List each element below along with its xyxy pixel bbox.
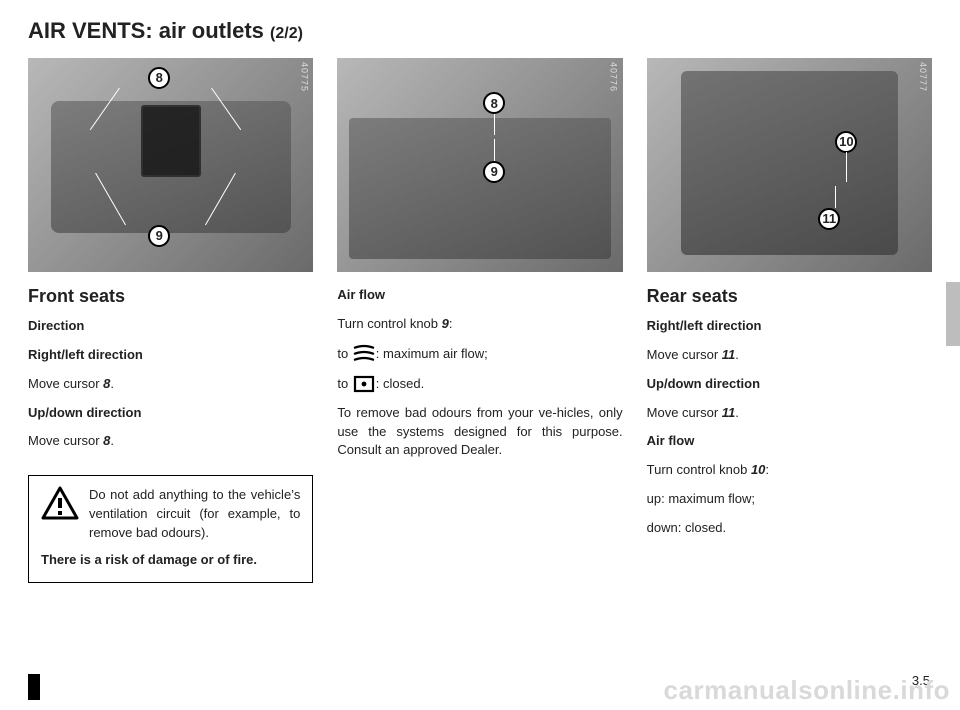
t: Move cursor [647, 347, 722, 362]
text-up-max: up: maximum flow; [647, 490, 932, 509]
callout-line [835, 186, 836, 207]
title-main: AIR VENTS: air outlets [28, 18, 270, 43]
image-number: 40776 [609, 62, 619, 92]
callout-line [846, 152, 847, 182]
center-screen-shape [141, 105, 201, 177]
t: Turn control knob [647, 462, 751, 477]
label-rl-direction: Right/left direction [28, 347, 143, 362]
side-tab [946, 282, 960, 346]
t: to [337, 346, 351, 361]
t: . [110, 376, 114, 391]
t: . [110, 433, 114, 448]
text-turn-knob-9: Turn control knob 9: [337, 315, 622, 334]
image-number: 40775 [299, 62, 309, 92]
t: : [449, 316, 453, 331]
ref-9: 9 [442, 316, 449, 331]
t: Move cursor [647, 405, 722, 420]
label-ud-direction: Up/down direction [647, 376, 760, 391]
airflow-closed-icon [352, 374, 376, 394]
label-ud-direction: Up/down direction [28, 405, 141, 420]
t: Move cursor [28, 376, 103, 391]
t: to [337, 376, 351, 391]
ref-11: 11 [722, 347, 736, 362]
text-closed: to : closed. [337, 374, 622, 394]
text-odours: To remove bad odours from your ve-hicles… [337, 404, 622, 461]
callout-8: 8 [148, 67, 170, 89]
warning-box: Do not add anything to the vehicle’s ven… [28, 475, 313, 582]
callout-line [494, 114, 495, 135]
text-max-flow: to : maximum air flow; [337, 344, 622, 364]
footer-mark [28, 674, 40, 700]
callout-line [494, 139, 495, 160]
text-move-cursor-11b: Move cursor 11. [647, 404, 932, 423]
text-down-closed: down: closed. [647, 519, 932, 538]
t: : closed. [376, 376, 424, 391]
t: . [735, 405, 739, 420]
figure-front-seats: 40775 8 9 [28, 58, 313, 272]
page-title: AIR VENTS: air outlets (2/2) [28, 18, 932, 44]
col-left: 40775 8 9 Front seats Direction Right/le… [28, 58, 313, 583]
t: : maximum air flow; [376, 346, 488, 361]
text-move-cursor-8b: Move cursor 8. [28, 432, 313, 451]
image-number: 40777 [918, 62, 928, 92]
figure-rear-seats: 40777 10 11 [647, 58, 932, 272]
ref-10: 10 [751, 462, 765, 477]
figure-side-vent: 40776 8 9 [337, 58, 622, 272]
text-move-cursor-11a: Move cursor 11. [647, 346, 932, 365]
columns: 40775 8 9 Front seats Direction Right/le… [28, 58, 932, 583]
warning-strong: There is a risk of damage or of fire. [41, 551, 300, 570]
warning-triangle-icon [41, 486, 79, 520]
t: Turn control knob [337, 316, 441, 331]
heading-front-seats: Front seats [28, 286, 313, 307]
callout-9: 9 [483, 161, 505, 183]
col-middle: 40776 8 9 Air flow Turn control knob 9 : … [337, 58, 622, 583]
label-rl-direction: Right/left direction [647, 318, 762, 333]
heading-rear-seats: Rear seats [647, 286, 932, 307]
text-turn-knob-10: Turn control knob 10: [647, 461, 932, 480]
airflow-open-icon [352, 344, 376, 364]
manual-page: AIR VENTS: air outlets (2/2) 40775 8 9 F… [0, 0, 960, 710]
watermark: carmanualsonline.info [664, 675, 950, 706]
door-panel-shape [349, 118, 612, 259]
col-right: 40777 10 11 Rear seats Right/left direct… [647, 58, 932, 583]
callout-11: 11 [818, 208, 840, 230]
t: Move cursor [28, 433, 103, 448]
label-air-flow: Air flow [647, 433, 695, 448]
title-sub: (2/2) [270, 25, 303, 42]
ref-11: 11 [722, 405, 736, 420]
callout-10: 10 [835, 131, 857, 153]
page-number: 3.5 [912, 673, 930, 688]
text-move-cursor-8a: Move cursor 8. [28, 375, 313, 394]
t: : [765, 462, 769, 477]
callout-9: 9 [148, 225, 170, 247]
callout-8: 8 [483, 92, 505, 114]
seatback-shape [681, 71, 898, 255]
label-direction: Direction [28, 318, 84, 333]
warning-body: Do not add anything to the vehicle’s ven… [89, 486, 300, 543]
t: . [735, 347, 739, 362]
label-air-flow: Air flow [337, 287, 385, 302]
